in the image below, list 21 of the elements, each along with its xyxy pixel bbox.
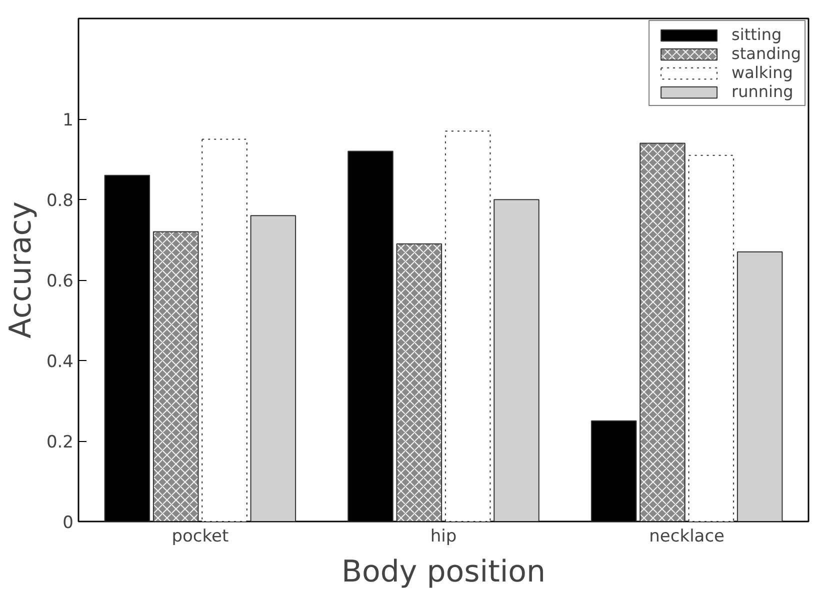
legend-label: sitting xyxy=(732,25,782,44)
x-tick-label: necklace xyxy=(649,526,725,546)
legend-label: walking xyxy=(732,63,793,82)
y-tick-label: 0.8 xyxy=(46,191,74,212)
legend-label: standing xyxy=(732,44,801,63)
y-axis-title: Accuracy xyxy=(3,202,38,338)
bar xyxy=(444,130,491,522)
y-tick-label: 0 xyxy=(62,513,74,533)
x-tick-label: pocket xyxy=(172,526,229,546)
bar xyxy=(736,251,783,522)
x-axis-title: Body position xyxy=(341,554,546,590)
x-tick-label: hip xyxy=(430,526,457,546)
y-tick-label: 0.4 xyxy=(46,352,74,372)
bar xyxy=(688,154,734,522)
bar xyxy=(202,138,248,522)
y-tick-label: 1 xyxy=(62,110,74,131)
y-tick-label: 0.2 xyxy=(46,432,74,453)
legend-label: running xyxy=(732,82,794,101)
bar xyxy=(250,215,296,522)
y-tick-label: 0.6 xyxy=(46,272,74,292)
bar xyxy=(494,199,540,522)
